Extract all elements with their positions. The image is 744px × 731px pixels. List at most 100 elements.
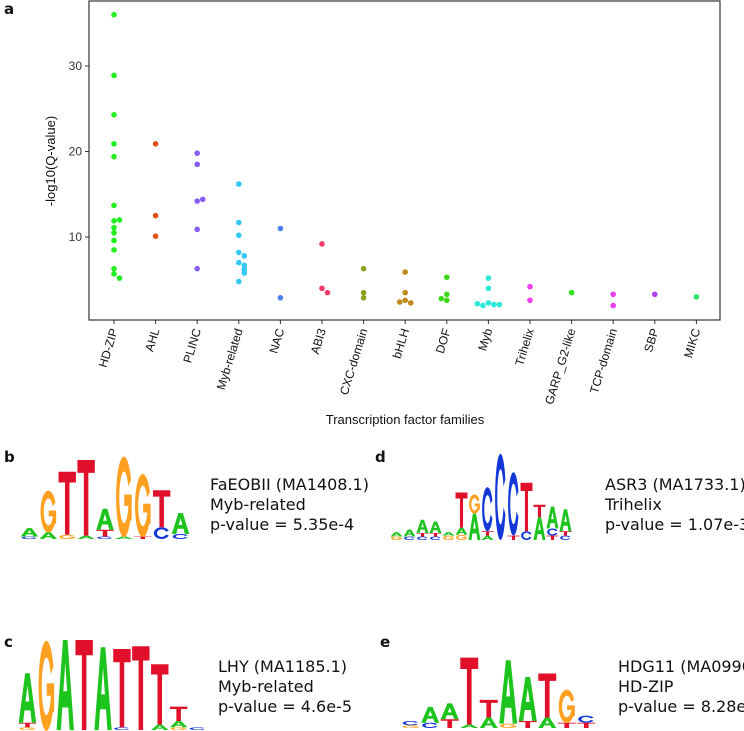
logo-letter-t [455,492,468,528]
y-tick-label: 30 [69,59,83,73]
logo-letter-t [559,531,572,536]
data-point-dof [444,274,450,281]
logo-letter-g [59,534,76,540]
logo-letter-g [134,474,151,538]
data-point-hd-zip [111,202,117,209]
data-point-cxc-domain [360,289,367,296]
x-tick-label: Myb [475,326,495,352]
logo-letter-t [18,722,37,728]
logo-letter-a [460,724,479,728]
data-point-myb [485,300,492,306]
data-point-myb-related [236,249,242,256]
logo-letter-t [520,482,533,532]
logo-letter-a [39,532,58,539]
logo-letter-a [56,640,74,730]
data-point-plinc [194,150,200,157]
data-point-plinc [194,226,200,233]
logo-letter-a [479,717,498,728]
panel-label-b: b [4,448,15,466]
logo-letter-a [20,528,39,537]
logo-letter-a [96,508,114,530]
data-point-myb [474,300,481,307]
motif-pvalue: p-value = 8.28e-6 [618,697,744,716]
logo-letter-a [169,721,188,728]
logo-letter-a [455,527,468,535]
logo-letter-a [115,536,133,539]
logo-letter-t [518,720,537,728]
logo-letter-c [422,722,438,728]
logo-letter-t [479,699,498,718]
data-point-myb-related [236,219,242,226]
data-point-plinc [199,196,206,203]
data-point-myb [485,285,492,292]
data-point-hd-zip [111,111,117,118]
logo-letter-t [538,673,557,718]
data-point-bhlh [402,297,409,304]
motif-pvalue: p-value = 1.07e-3 [605,515,744,534]
logo-letter-a [421,706,440,723]
data-point-abi3 [319,285,325,292]
data-point-hd-zip [111,229,117,236]
logo-letter-c [547,528,558,536]
motif-family: Myb-related [218,677,314,696]
motif-name: HDG11 (MA0990.1) [618,657,744,676]
panel-label-d: d [375,448,386,466]
plot-frame [88,0,721,321]
x-tick-label: MIKC [681,326,703,359]
data-point-plinc [194,265,200,272]
logo-letter-t [77,460,95,536]
scatter-chart: 10 20 30 HD-ZIP AHL PLINC Myb-related NAC ABI3 C… [43,0,721,427]
motif-family: HD-ZIP [618,677,674,696]
data-point-myb-related [241,253,248,259]
logo-letter-t [152,490,171,528]
logo-letter-c [172,533,188,539]
logo-letter-t [577,722,596,728]
data-point-garp_g2-like [568,289,575,296]
logo-letter-c [482,487,493,532]
logo-letter-t [132,646,150,730]
x-tick-label: HD-ZIP [96,327,121,369]
logo-letter-c [114,727,130,730]
logo-letter-a [416,519,429,533]
motif-info-b: FaEOBII (MA1408.1) Myb-related p-value =… [210,475,369,535]
logo-letter-g [456,534,467,541]
motif-name: LHY (MA1185.1) [218,657,348,676]
data-point-hd-zip [111,265,117,272]
logo-letter-a [533,517,546,540]
logo-letter-c [417,536,428,540]
logo-letter-t [169,706,188,721]
x-tick-label: bHLH [390,327,412,360]
data-point-cxc-domain [360,294,367,301]
logo-letter-t [96,529,114,537]
logo-letter-g [38,640,55,731]
data-point-myb-related [236,232,242,239]
sequence-logo-d [390,453,572,541]
data-point-abi3 [319,241,325,247]
x-tick-label: GARP_G2-like [542,326,578,406]
logo-letter-g [500,723,517,729]
logo-letter-t [58,471,76,535]
sequence-logo-b [20,456,190,540]
panel-label-a: a [4,0,15,18]
data-point-tcp-domain [610,302,616,309]
sequence-logo-e [402,657,596,729]
data-point-plinc [194,198,200,204]
logo-letter-a [18,673,37,723]
logo-letter-a [442,532,455,536]
logo-letter-t [557,722,576,728]
data-point-dof [438,295,445,302]
logo-letter-g [170,727,187,731]
logo-letter-a [481,535,494,540]
logo-letter-t [507,535,520,540]
logo-letter-t [134,536,152,539]
data-point-myb-related [236,259,242,266]
data-point-nac [277,294,284,301]
data-point-dof [444,297,450,304]
data-point-hd-zip [116,275,123,281]
data-point-myb-related [241,262,248,269]
x-tick-label: Myb-related [214,327,246,392]
y-tick-label: 20 [69,145,83,159]
y-axis-title: -log10(Q-value) [43,116,58,206]
y-axis: 10 20 30 [69,59,89,244]
data-point-mikc [693,294,700,300]
